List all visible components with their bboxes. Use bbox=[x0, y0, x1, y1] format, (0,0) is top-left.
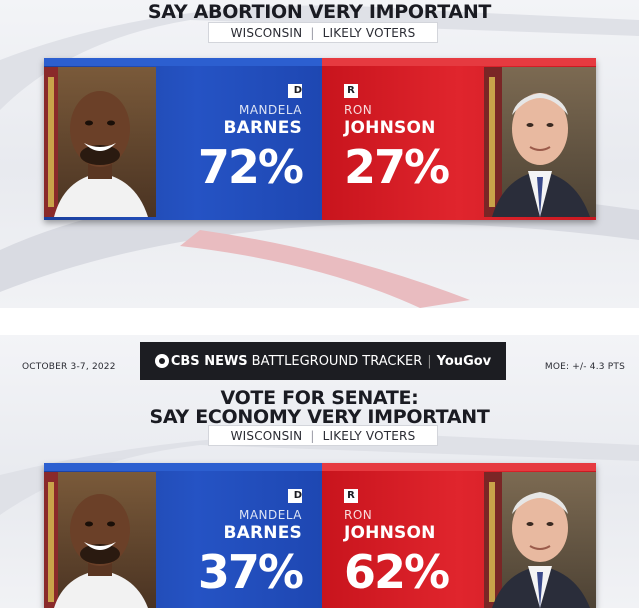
rep-half: R RON JOHNSON 62% bbox=[322, 463, 596, 608]
state-label: WISCONSIN bbox=[230, 428, 303, 443]
dem-half: D MANDELA BARNES 72% bbox=[44, 58, 322, 220]
dem-top-stripe bbox=[44, 58, 322, 66]
dem-half: D MANDELA BARNES 37% bbox=[44, 463, 322, 608]
dem-top-stripe bbox=[44, 463, 322, 471]
rep-percentage: 27% bbox=[344, 140, 450, 194]
population-label: LIKELY VOTERS bbox=[322, 25, 416, 40]
johnson-portrait-icon bbox=[484, 472, 590, 608]
margin-of-error: MOE: +/- 4.3 PTS bbox=[544, 362, 625, 372]
dem-last-name: BARNES bbox=[223, 523, 302, 543]
tracker-name: BATTLEGROUND TRACKER bbox=[251, 353, 423, 369]
barnes-portrait-icon bbox=[44, 472, 148, 608]
barnes-photo bbox=[44, 67, 156, 217]
dem-last-name: BARNES bbox=[223, 118, 302, 138]
rep-last-name: JOHNSON bbox=[344, 118, 436, 138]
panel-title: SAY ABORTION VERY IMPORTANT bbox=[147, 1, 492, 23]
state-label: WISCONSIN bbox=[230, 25, 303, 40]
results-board: D MANDELA BARNES 72% bbox=[44, 58, 596, 220]
rep-first-name: RON bbox=[344, 508, 373, 522]
brand-divider: | bbox=[427, 353, 432, 369]
rep-percentage: 62% bbox=[344, 545, 450, 599]
barnes-portrait-icon bbox=[44, 67, 148, 217]
dem-party-badge: D bbox=[288, 84, 302, 98]
johnson-photo bbox=[484, 472, 596, 608]
dem-percentage: 37% bbox=[197, 545, 304, 599]
results-board: D MANDELA BARNES 37% bbox=[44, 463, 596, 608]
subtitle-box: WISCONSIN | LIKELY VOTERS bbox=[208, 425, 438, 446]
subtitle-box: WISCONSIN | LIKELY VOTERS bbox=[208, 22, 438, 43]
population-label: LIKELY VOTERS bbox=[322, 428, 416, 443]
rep-first-name: RON bbox=[344, 103, 373, 117]
panel-title-line-2: SAY ECONOMY VERY IMPORTANT bbox=[149, 406, 490, 428]
pollster-name: YouGov bbox=[436, 353, 492, 369]
background-swoosh bbox=[0, 433, 639, 515]
johnson-portrait-icon bbox=[484, 67, 590, 217]
dem-party-badge: D bbox=[288, 489, 302, 503]
cbs-eye-logo-icon bbox=[154, 354, 169, 368]
brand-bar: CBS NEWS BATTLEGROUND TRACKER | YouGov bbox=[140, 342, 506, 380]
poll-panel-economy: OCTOBER 3-7, 2022 CBS NEWS BATTLEGROUND … bbox=[0, 335, 639, 608]
poll-panel-abortion: SAY ABORTION VERY IMPORTANT WISCONSIN | … bbox=[0, 0, 639, 308]
rep-half: R RON JOHNSON 27% bbox=[322, 58, 596, 220]
panel-separator bbox=[0, 308, 639, 335]
rep-last-name: JOHNSON bbox=[344, 523, 436, 543]
subtitle-divider: | bbox=[310, 428, 315, 443]
dem-first-name: MANDELA bbox=[238, 508, 302, 522]
rep-top-stripe bbox=[322, 58, 596, 66]
dem-percentage: 72% bbox=[197, 140, 304, 194]
subtitle-divider: | bbox=[310, 25, 315, 40]
johnson-photo bbox=[484, 67, 596, 217]
barnes-photo bbox=[44, 472, 156, 608]
rep-top-stripe bbox=[322, 463, 596, 471]
panel-title-line-1: VOTE FOR SENATE: bbox=[220, 387, 419, 409]
dem-first-name: MANDELA bbox=[238, 103, 302, 117]
poll-date: OCTOBER 3-7, 2022 bbox=[22, 362, 116, 372]
rep-party-badge: R bbox=[344, 489, 358, 503]
network-name: CBS NEWS bbox=[170, 353, 248, 369]
rep-party-badge: R bbox=[344, 84, 358, 98]
